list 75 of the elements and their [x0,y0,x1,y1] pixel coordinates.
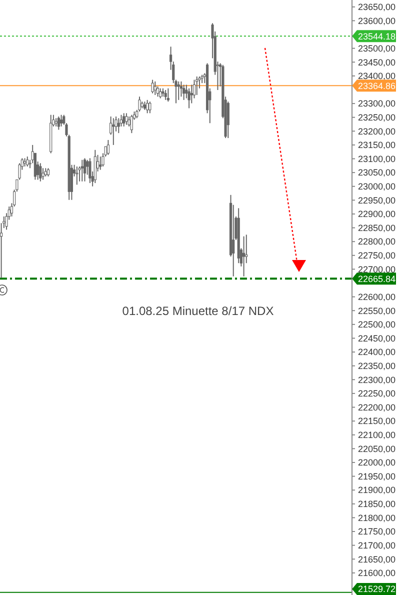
candlestick [128,116,130,127]
candlestick [151,79,154,94]
y-tick-label: 22800,00 [358,236,396,247]
y-tick-label: 22500,00 [358,320,396,330]
y-tick-label: 22350,00 [358,360,396,371]
candlestick [39,162,42,182]
candlestick [117,118,120,134]
y-tick-label: 21850,00 [358,499,396,510]
candlestick [242,236,246,277]
y-tick-label: 23650,00 [358,2,396,12]
y-tick-label: 22600,00 [358,292,396,302]
candlestick [112,118,115,146]
candlestick [190,84,193,104]
candlestick [57,116,60,130]
y-tick-label: 21600,00 [358,568,396,578]
candlestick [177,80,180,100]
y-tick-label: 22050,00 [358,444,396,454]
candlestick [196,76,198,96]
y-tick-label: 21750,00 [358,526,396,537]
y-tick-label: 23000,00 [358,182,396,192]
candlestick [99,156,102,170]
candlestick [146,99,149,114]
y-tick-label: 23300,00 [358,98,396,109]
ref-line-label: 21529.72 [358,584,396,594]
y-tick-label: 23500,00 [358,43,396,54]
candlestick [94,149,96,184]
candlestick [130,114,133,134]
candlestick [166,88,170,102]
y-tick-label: 23150,00 [358,140,396,150]
candlestick [125,112,128,126]
y-tick-label: 22950,00 [358,195,396,206]
ref-line-label: 22665.84 [358,274,396,284]
y-tick-label: 22100,00 [358,430,396,440]
y-tick-label: 23250,00 [358,112,396,122]
y-tick-label: 22450,00 [358,333,396,344]
y-tick-label: 22850,00 [358,222,396,233]
candlestick [83,158,86,182]
candlestick [106,139,110,156]
y-tick-label: 22000,00 [358,458,396,468]
candlestick [88,158,92,184]
annotation: 01.08.25 Minuette 8/17 NDX [122,304,274,318]
y-tick-label: 23600,00 [358,16,396,26]
y-tick-label: 21900,00 [358,485,396,496]
y-tick-label: 22750,00 [358,250,396,261]
y-tick-label: 21700,00 [358,540,396,550]
candlestick [159,88,162,99]
candlestick [60,114,63,127]
y-tick-label: 22200,00 [358,402,396,412]
ref-line-label: 23544.18 [358,31,396,42]
y-tick-label: 21950,00 [358,471,396,482]
candlestick [122,112,126,127]
y-tick-label: 23400,00 [358,71,396,82]
y-tick-label: 22550,00 [358,306,396,316]
y-tick-label: 22900,00 [358,209,396,220]
candlestick [154,80,156,96]
y-tick-label: 22150,00 [358,416,396,426]
y-tick-label: 21650,00 [358,554,396,564]
y-tick-label: 23100,00 [358,154,396,164]
candlestick [156,86,160,98]
candlestick [164,90,167,100]
candlestick [26,156,29,167]
candlestick [148,101,152,114]
candlestick [80,159,84,182]
y-tick-label: 21800,00 [358,512,396,523]
ref-line-label: 23364.86 [358,80,396,91]
candlestick [182,84,186,100]
y-tick-label: 22400,00 [358,347,396,358]
y-tick-label: 22700,00 [358,264,396,274]
y-tick-label: 23450,00 [358,57,396,68]
y-tick-label: 22250,00 [358,388,396,399]
y-tick-label: 22300,00 [358,374,396,385]
candlestick [188,88,190,109]
y-tick-label: 23050,00 [358,168,396,178]
y-tick-label: 23200,00 [358,126,396,136]
candlestick [180,80,183,98]
